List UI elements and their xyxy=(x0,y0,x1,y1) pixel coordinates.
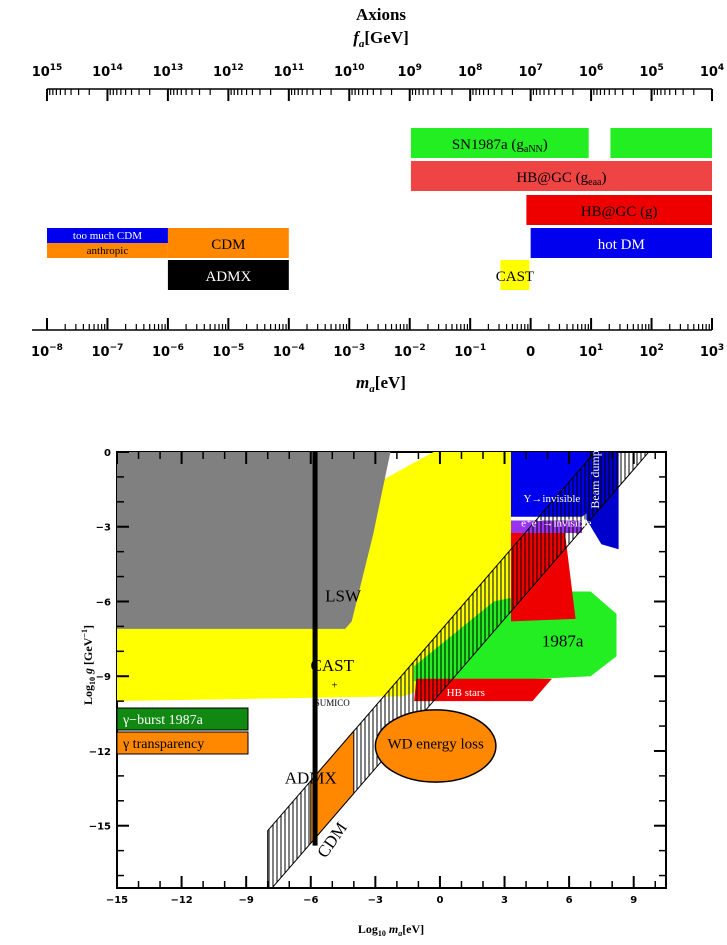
x-tick-label: −9 xyxy=(239,895,254,906)
top-tick-label: 1015 xyxy=(32,63,63,80)
top-tick-label: 104 xyxy=(700,63,724,80)
top-axis-label: fa[GeV] xyxy=(353,28,409,50)
legend-box xyxy=(116,707,249,731)
region xyxy=(117,452,391,629)
bottom-tick-label: 10−2 xyxy=(394,343,426,360)
region-label: e⁺e⁻→invisible xyxy=(521,518,591,530)
x-tick-label: 9 xyxy=(630,895,637,906)
region-label: LSW xyxy=(325,586,362,605)
x-tick-label: −6 xyxy=(303,895,318,906)
x-tick-label: 3 xyxy=(501,895,508,906)
y-tick-label: −9 xyxy=(96,672,111,683)
cdm-band-segment xyxy=(310,729,355,845)
y-tick-label: −12 xyxy=(89,747,111,758)
x-tick-label: −3 xyxy=(368,895,383,906)
axion-band xyxy=(267,452,650,888)
bottom-tick-label: 10−7 xyxy=(92,343,124,360)
bar xyxy=(530,228,712,258)
region-label: + xyxy=(331,680,337,692)
top-tick-label: 1011 xyxy=(274,63,305,80)
axion-bar-chart: Axions fa[GeV] 1015 1014 1013 1012 1011 1010 1… xyxy=(31,5,724,395)
region-label: Y→invisible xyxy=(523,493,580,505)
bottom-tick-label: 102 xyxy=(639,343,663,360)
bar-label: HB@GC (geaa) xyxy=(516,170,606,188)
top-tick-label: 105 xyxy=(639,63,663,80)
small-bar xyxy=(47,243,168,258)
bottom-tick-label: 10−1 xyxy=(454,343,486,360)
small-bar xyxy=(47,228,168,243)
chart-title: Axions xyxy=(356,5,406,24)
small-bar-label: anthropic xyxy=(87,245,129,257)
legend-box xyxy=(116,731,249,755)
bottom-tick-label: 103 xyxy=(700,343,724,360)
bottom-tick-label: 10−6 xyxy=(152,343,184,360)
bottom-tick-label: 10−3 xyxy=(333,343,365,360)
bottom-axis: 10−8 10−7 10−6 10−5 10−4 10−3 10−2 10−1 0 101 102 1… xyxy=(31,318,724,360)
bar-label: HB@GC (g) xyxy=(581,204,658,220)
bar xyxy=(410,161,712,191)
top-axis: 1015 1014 1013 1012 1011 1010 109 108 107 106 105 1… xyxy=(32,63,724,101)
top-tick-label: 109 xyxy=(398,63,422,80)
y-tick-label: −6 xyxy=(96,597,111,608)
bar-label: SN1987a (gaNN) xyxy=(452,137,548,155)
bottom-tick-label: 101 xyxy=(579,343,603,360)
top-tick-label: 108 xyxy=(458,63,482,80)
bar-label: hot DM xyxy=(598,237,645,253)
bar-label: CAST xyxy=(496,269,534,285)
y-tick-label: −3 xyxy=(96,523,111,534)
bar-layer: SN1987a (gaNN) HB@GC (geaa) HB@GC (g) hot D… xyxy=(47,128,712,290)
x-tick-label: 6 xyxy=(566,895,573,906)
region-label: CAST xyxy=(311,656,355,675)
x-tick-label: −15 xyxy=(106,895,128,906)
bar xyxy=(410,128,589,158)
x-axis-label: Log10 ma[eV] xyxy=(358,922,424,938)
y-axis-label: Log10 g [GeV−1] xyxy=(80,625,97,705)
bar xyxy=(167,228,289,258)
bar xyxy=(610,128,712,158)
top-tick-label: 107 xyxy=(518,63,542,80)
region-label: SUMICO xyxy=(315,698,351,708)
legend-label: γ transparency xyxy=(122,737,204,752)
region-label: WD energy loss xyxy=(387,736,484,752)
bar xyxy=(167,260,289,290)
bar-label: ADMX xyxy=(205,269,251,285)
top-tick-label: 1014 xyxy=(92,63,123,80)
region-label: Beam dump xyxy=(588,450,602,508)
small-bar-label: too much CDM xyxy=(73,230,142,242)
y-tick-label: −15 xyxy=(89,822,111,833)
bar xyxy=(526,195,712,225)
top-tick-label: 1012 xyxy=(213,63,244,80)
y-tick-label: 0 xyxy=(104,448,111,459)
top-tick-label: 1010 xyxy=(334,63,365,80)
top-tick-label: 106 xyxy=(579,63,603,80)
bar xyxy=(500,260,530,290)
region-label: HB stars xyxy=(447,687,485,699)
region-label: 1987a xyxy=(542,631,584,650)
legend-label: γ−burst 1987a xyxy=(122,713,204,728)
bottom-tick-label: 10−4 xyxy=(273,343,305,360)
x-tick-label: −12 xyxy=(170,895,192,906)
bottom-tick-label: 0 xyxy=(526,345,535,360)
wd-energy-loss-ellipse xyxy=(374,709,497,783)
x-tick-label: 0 xyxy=(436,895,443,906)
bar-label: CDM xyxy=(211,237,245,253)
bottom-tick-label: 10−8 xyxy=(31,343,63,360)
region-label: ADMX xyxy=(285,768,337,787)
bottom-tick-label: 10−5 xyxy=(212,343,244,360)
top-tick-label: 1013 xyxy=(153,63,184,80)
bottom-axis-label: ma[eV] xyxy=(356,373,406,395)
